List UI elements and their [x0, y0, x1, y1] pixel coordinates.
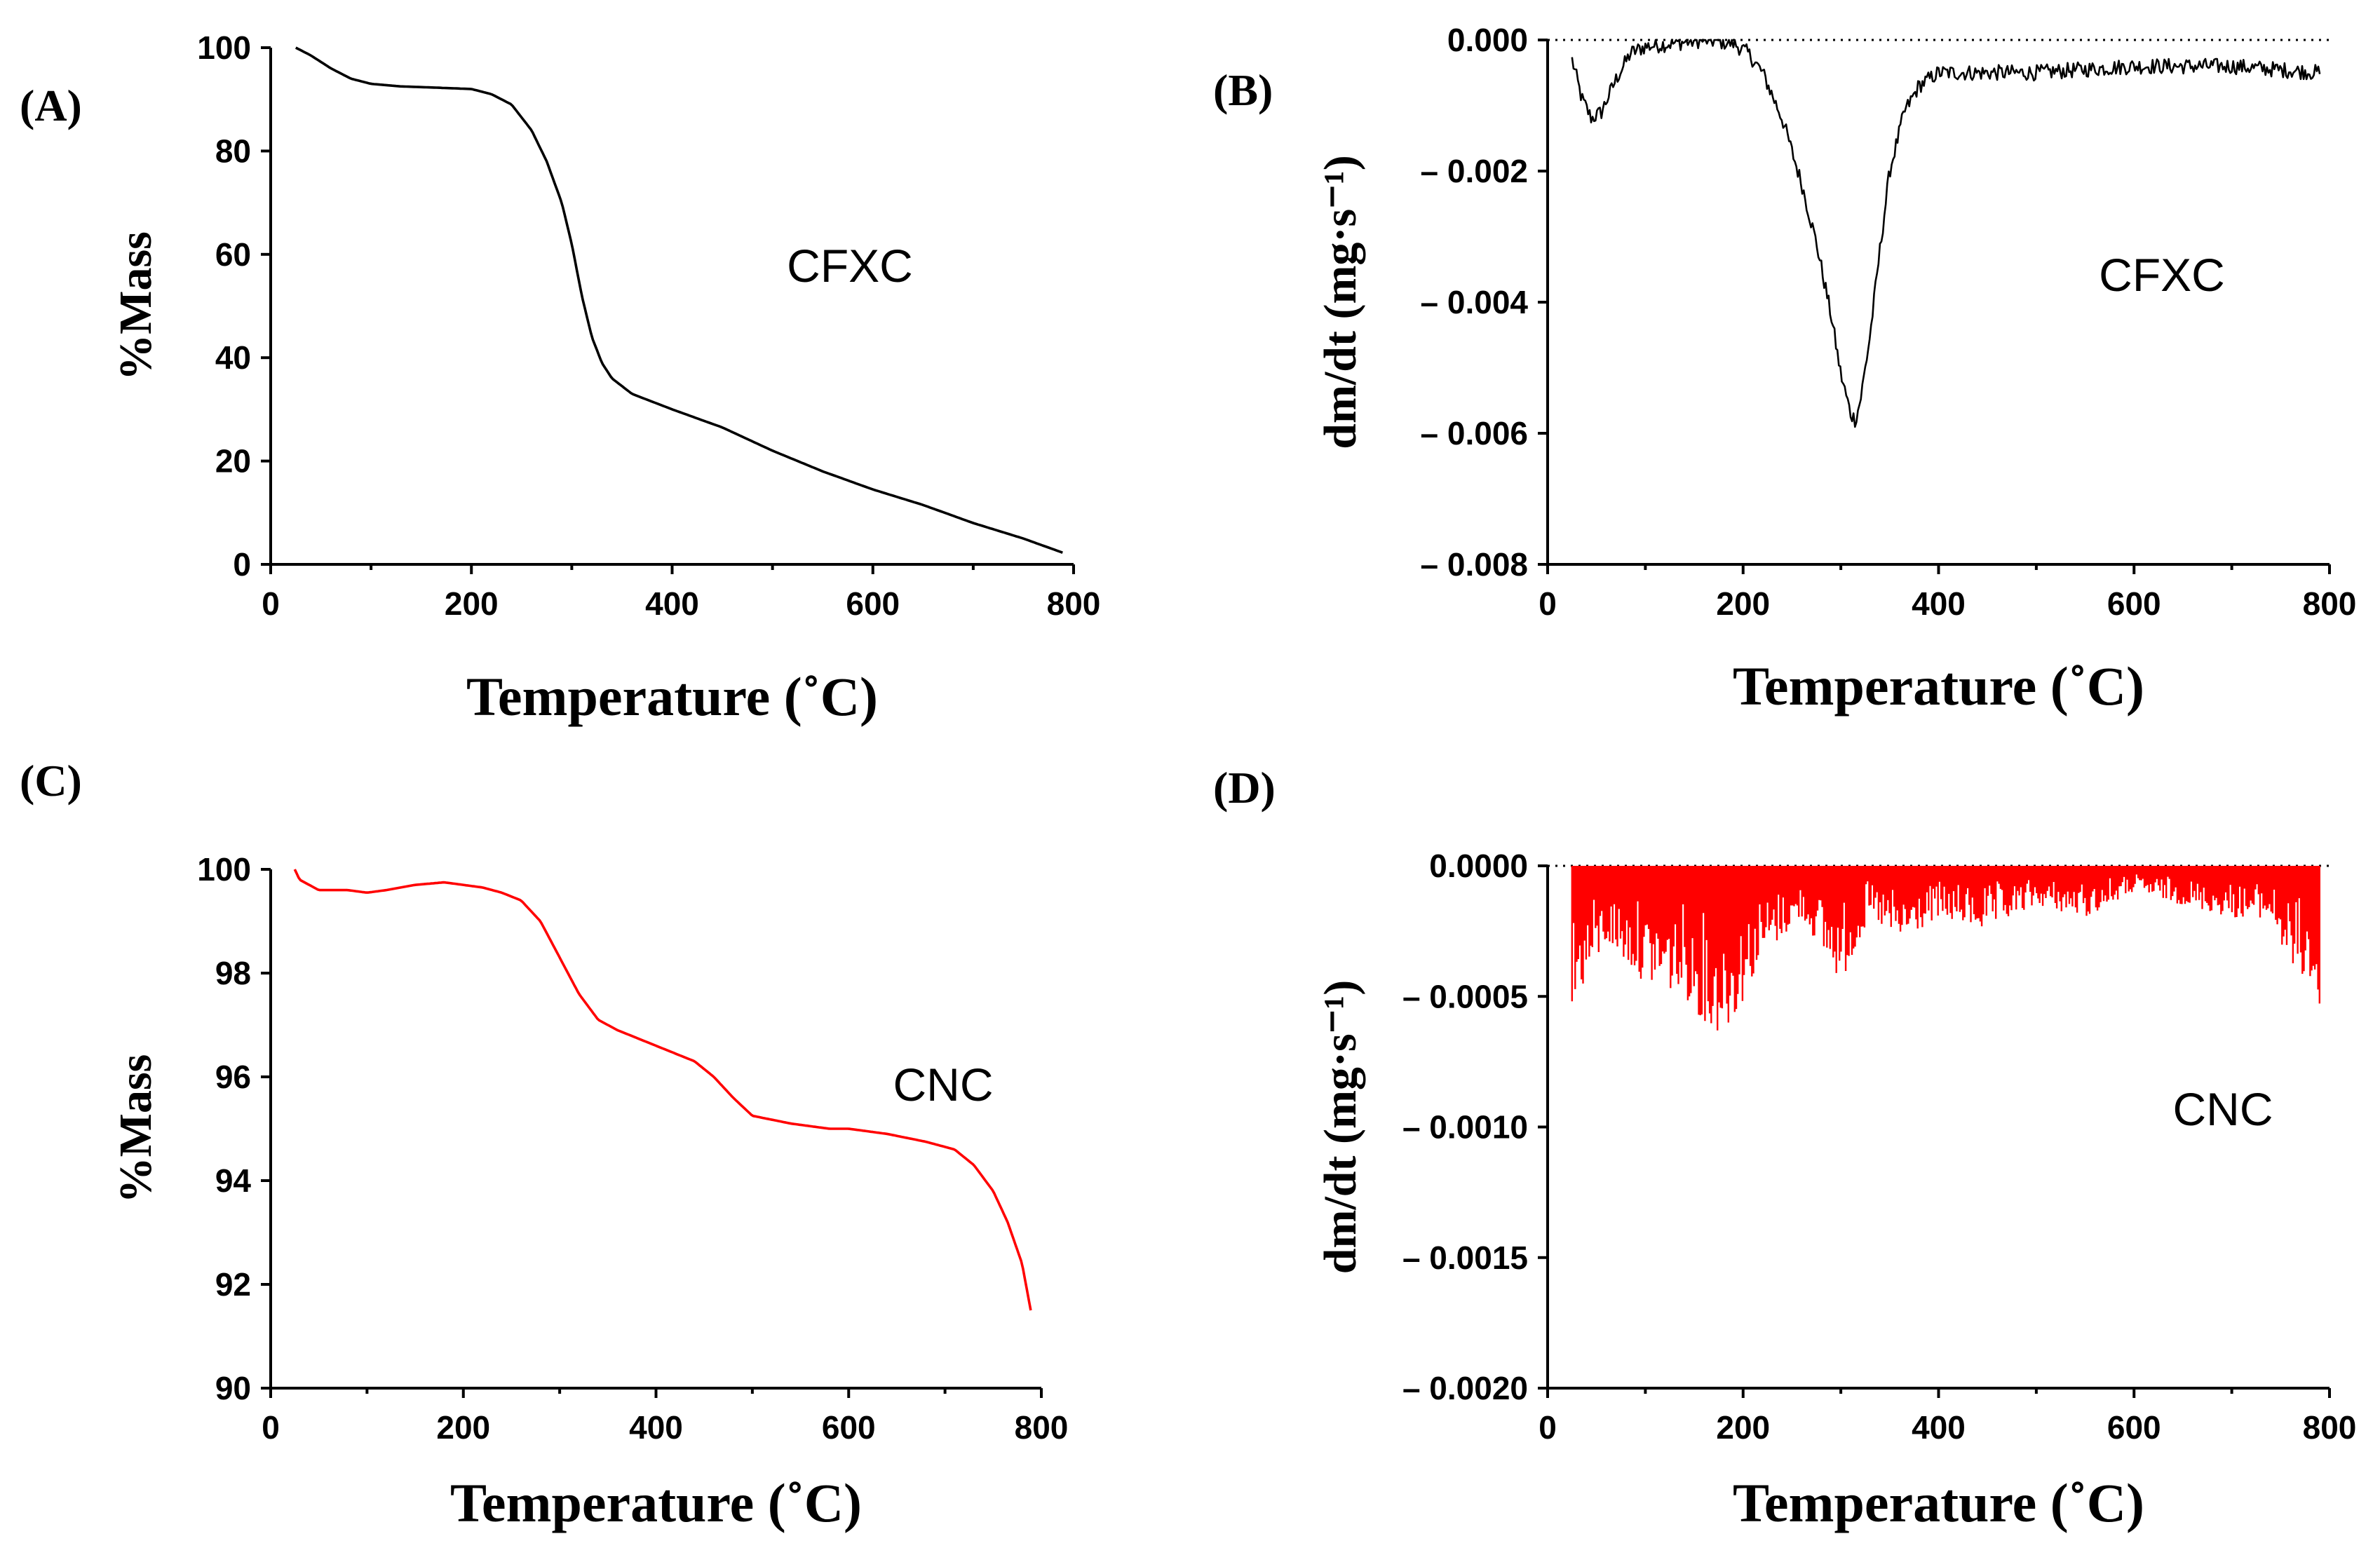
sample-annotation: CNC: [2173, 1083, 2273, 1135]
y-tick-label: 80: [215, 133, 251, 169]
y-axis-label: %Mass: [110, 231, 161, 381]
panel-label: (C): [20, 756, 82, 806]
panel-c: (C) 0 200 400 600 800 90 92 94 96 98 100 Temperature…: [20, 756, 1068, 1533]
y-tick-label: – 0.0005: [1402, 978, 1528, 1014]
x-tick-label: 800: [1015, 1409, 1069, 1446]
y-tick-label: 100: [197, 851, 251, 888]
y-tick-label: – 0.0020: [1402, 1370, 1528, 1406]
panel-label: (D): [1213, 763, 1276, 813]
x-tick-label: 400: [645, 585, 699, 622]
x-tick-label: 400: [1912, 1409, 1966, 1446]
x-tick-label: 200: [1716, 1409, 1770, 1446]
x-tick-label: 600: [846, 585, 900, 622]
x-tick-label: 0: [262, 585, 280, 622]
panel-d: (D) 0 200 400 600 800 0.0000 – 0.0005 – 0.0010 – …: [1213, 763, 2356, 1533]
panel-b: (B) 0 200 400 600 800 0.000 – 0.002 – 0.004 – 0.0…: [1213, 22, 2356, 717]
x-axis-label: Temperature (˚C): [1733, 656, 2144, 717]
y-tick-label: 98: [215, 955, 251, 991]
x-tick-label: 800: [2303, 1409, 2357, 1446]
x-tick-label: 0: [262, 1409, 280, 1446]
x-tick-label: 0: [1539, 585, 1557, 622]
y-tick-label: – 0.008: [1421, 546, 1528, 583]
y-axis-label: dm/dt (mg·s⁻¹): [1315, 980, 1366, 1274]
y-tick-label: 0.000: [1447, 22, 1528, 58]
y-tick-label: – 0.002: [1421, 153, 1528, 189]
x-tick-label: 400: [629, 1409, 683, 1446]
x-tick-label: 600: [2107, 1409, 2161, 1446]
x-tick-label: 200: [445, 585, 499, 622]
x-axis-label: Temperature (˚C): [450, 1472, 862, 1533]
sample-annotation: CFXC: [2099, 249, 2225, 301]
y-tick-label: 60: [215, 236, 251, 273]
data-series: [295, 46, 1063, 554]
x-axis-label: Temperature (˚C): [466, 666, 878, 727]
y-tick-label: 92: [215, 1266, 251, 1303]
y-tick-label: 0.0000: [1429, 848, 1528, 884]
y-tick-label: 94: [215, 1162, 252, 1199]
y-tick-label: – 0.0015: [1402, 1240, 1528, 1276]
y-tick-label: – 0.0010: [1402, 1109, 1528, 1146]
y-tick-label: 96: [215, 1059, 251, 1095]
y-tick-label: – 0.006: [1421, 415, 1528, 451]
x-axis-label: Temperature (˚C): [1733, 1472, 2144, 1533]
x-tick-label: 200: [436, 1409, 490, 1446]
data-series: [1571, 39, 2321, 428]
y-axis-label: dm/dt (mg·s⁻¹): [1315, 155, 1366, 449]
x-tick-label: 600: [2107, 585, 2161, 622]
x-tick-label: 800: [1047, 585, 1101, 622]
data-series: [1571, 866, 2320, 1031]
x-tick-label: 800: [2303, 585, 2357, 622]
y-tick-label: 20: [215, 443, 251, 480]
data-series: [293, 869, 1032, 1311]
y-tick-label: – 0.004: [1421, 284, 1529, 320]
y-tick-label: 40: [215, 339, 251, 376]
y-axis-label: %Mass: [110, 1054, 161, 1204]
y-tick-label: 0: [233, 546, 251, 583]
sample-annotation: CNC: [893, 1059, 994, 1111]
x-tick-label: 200: [1716, 585, 1770, 622]
x-tick-label: 400: [1912, 585, 1966, 622]
y-tick-label: 100: [197, 29, 251, 66]
x-tick-label: 600: [822, 1409, 876, 1446]
x-tick-label: 0: [1539, 1409, 1557, 1446]
y-tick-label: 90: [215, 1370, 251, 1406]
panel-a: (A) 0 200 400 600 800 0 20 40 60 80 100 Temperature …: [20, 29, 1100, 727]
panel-label: (B): [1213, 65, 1273, 115]
panel-label: (A): [20, 81, 82, 130]
sample-annotation: CFXC: [787, 240, 913, 292]
